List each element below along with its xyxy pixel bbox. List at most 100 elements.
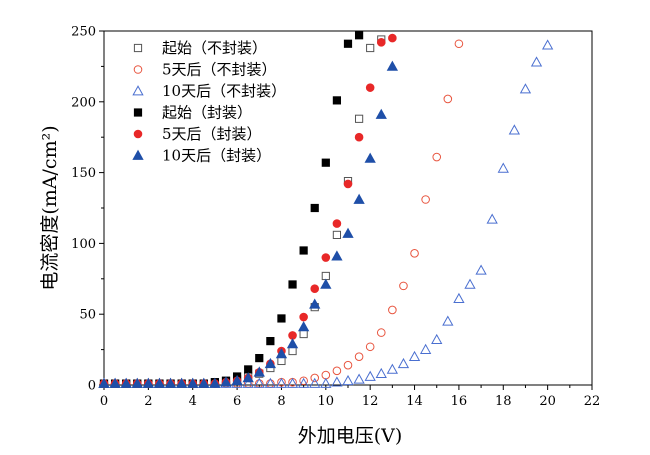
data-point [310, 284, 320, 294]
legend-marker [133, 65, 143, 74]
data-point [497, 162, 509, 173]
data-point [286, 377, 299, 388]
data-point [454, 39, 464, 49]
x-tick-label: 18 [495, 394, 512, 409]
data-point [309, 298, 321, 309]
data-point [310, 203, 319, 213]
data-point [310, 373, 320, 383]
data-point [297, 377, 310, 388]
data-point [388, 305, 397, 315]
data-point [266, 337, 275, 346]
data-point [244, 365, 253, 374]
data-point [286, 338, 299, 349]
y-tick-label: 100 [71, 237, 96, 252]
data-point [231, 374, 243, 386]
data-point [541, 39, 554, 50]
data-point [220, 376, 232, 387]
data-point [320, 278, 332, 289]
data-point [419, 343, 432, 354]
data-point [297, 321, 310, 332]
legend-label: 10天后（封装） [162, 147, 271, 165]
data-point [309, 377, 321, 388]
data-point [366, 43, 375, 53]
data-point [410, 249, 419, 258]
y-tick-label: 0 [88, 379, 96, 394]
x-tick-label: 12 [362, 394, 379, 409]
data-point [354, 31, 364, 40]
data-point [198, 377, 210, 388]
data-point [299, 312, 308, 322]
data-point [253, 377, 265, 388]
data-point [343, 360, 353, 370]
data-point [443, 94, 453, 104]
data-point [354, 352, 364, 361]
legend-label: 5天后（不封装） [162, 61, 277, 79]
data-point [432, 152, 442, 162]
data-point [376, 38, 386, 47]
legend-label: 10天后（不封装） [162, 82, 286, 100]
x-tick-label: 14 [406, 394, 423, 409]
data-point [321, 158, 330, 167]
data-point [354, 132, 364, 142]
data-point [376, 328, 386, 337]
data-point [242, 377, 254, 388]
data-point [277, 356, 286, 366]
data-point [320, 377, 332, 388]
data-point [343, 179, 353, 189]
data-point [530, 56, 543, 67]
legend-marker [133, 129, 143, 139]
data-point [120, 377, 132, 388]
data-point [299, 376, 308, 386]
data-point [331, 376, 343, 387]
data-point [442, 315, 454, 326]
data-point [264, 357, 277, 369]
data-point [475, 264, 487, 275]
data-point [288, 331, 297, 340]
data-point [288, 346, 297, 356]
data-point [175, 377, 188, 388]
data-point [209, 377, 221, 388]
data-point [343, 39, 353, 48]
data-point [275, 377, 288, 388]
data-point [277, 314, 286, 323]
x-tick-label: 2 [144, 394, 152, 409]
data-point [508, 124, 521, 135]
x-tick-label: 4 [189, 394, 197, 409]
data-point [242, 372, 254, 383]
data-point [253, 366, 265, 377]
data-point [331, 250, 343, 261]
data-point [365, 83, 375, 92]
y-axis-label: 电流密度(mA/cm²) [39, 125, 61, 290]
legend-label: 起始（封装） [162, 104, 252, 122]
data-point [342, 374, 354, 386]
data-point [397, 357, 410, 369]
data-point [431, 333, 443, 345]
data-point [332, 96, 342, 105]
data-point [164, 377, 177, 388]
x-tick-label: 10 [318, 394, 335, 409]
x-tick-label: 0 [100, 394, 108, 409]
data-point [255, 353, 264, 363]
data-point [275, 348, 288, 359]
data-point [332, 219, 342, 228]
y-axis-ticks: 0 50 100 150 200 250 [71, 25, 104, 394]
data-point [364, 152, 376, 163]
data-point [321, 253, 331, 262]
x-tick-label: 22 [584, 394, 601, 409]
data-point [153, 377, 166, 388]
data-point [109, 377, 121, 388]
legend-marker [133, 43, 143, 53]
data-point [399, 281, 408, 291]
data-point [131, 377, 143, 388]
data-point [187, 377, 199, 388]
data-point [354, 114, 364, 123]
x-tick-label: 8 [277, 394, 285, 409]
data-point [375, 367, 387, 379]
x-axis-label: 外加电压(V) [298, 425, 403, 447]
data-point [386, 60, 399, 71]
data-point [321, 370, 331, 380]
y-tick-label: 250 [71, 25, 96, 40]
data-point [365, 342, 375, 352]
data-point [486, 213, 498, 224]
data-point [408, 350, 421, 362]
